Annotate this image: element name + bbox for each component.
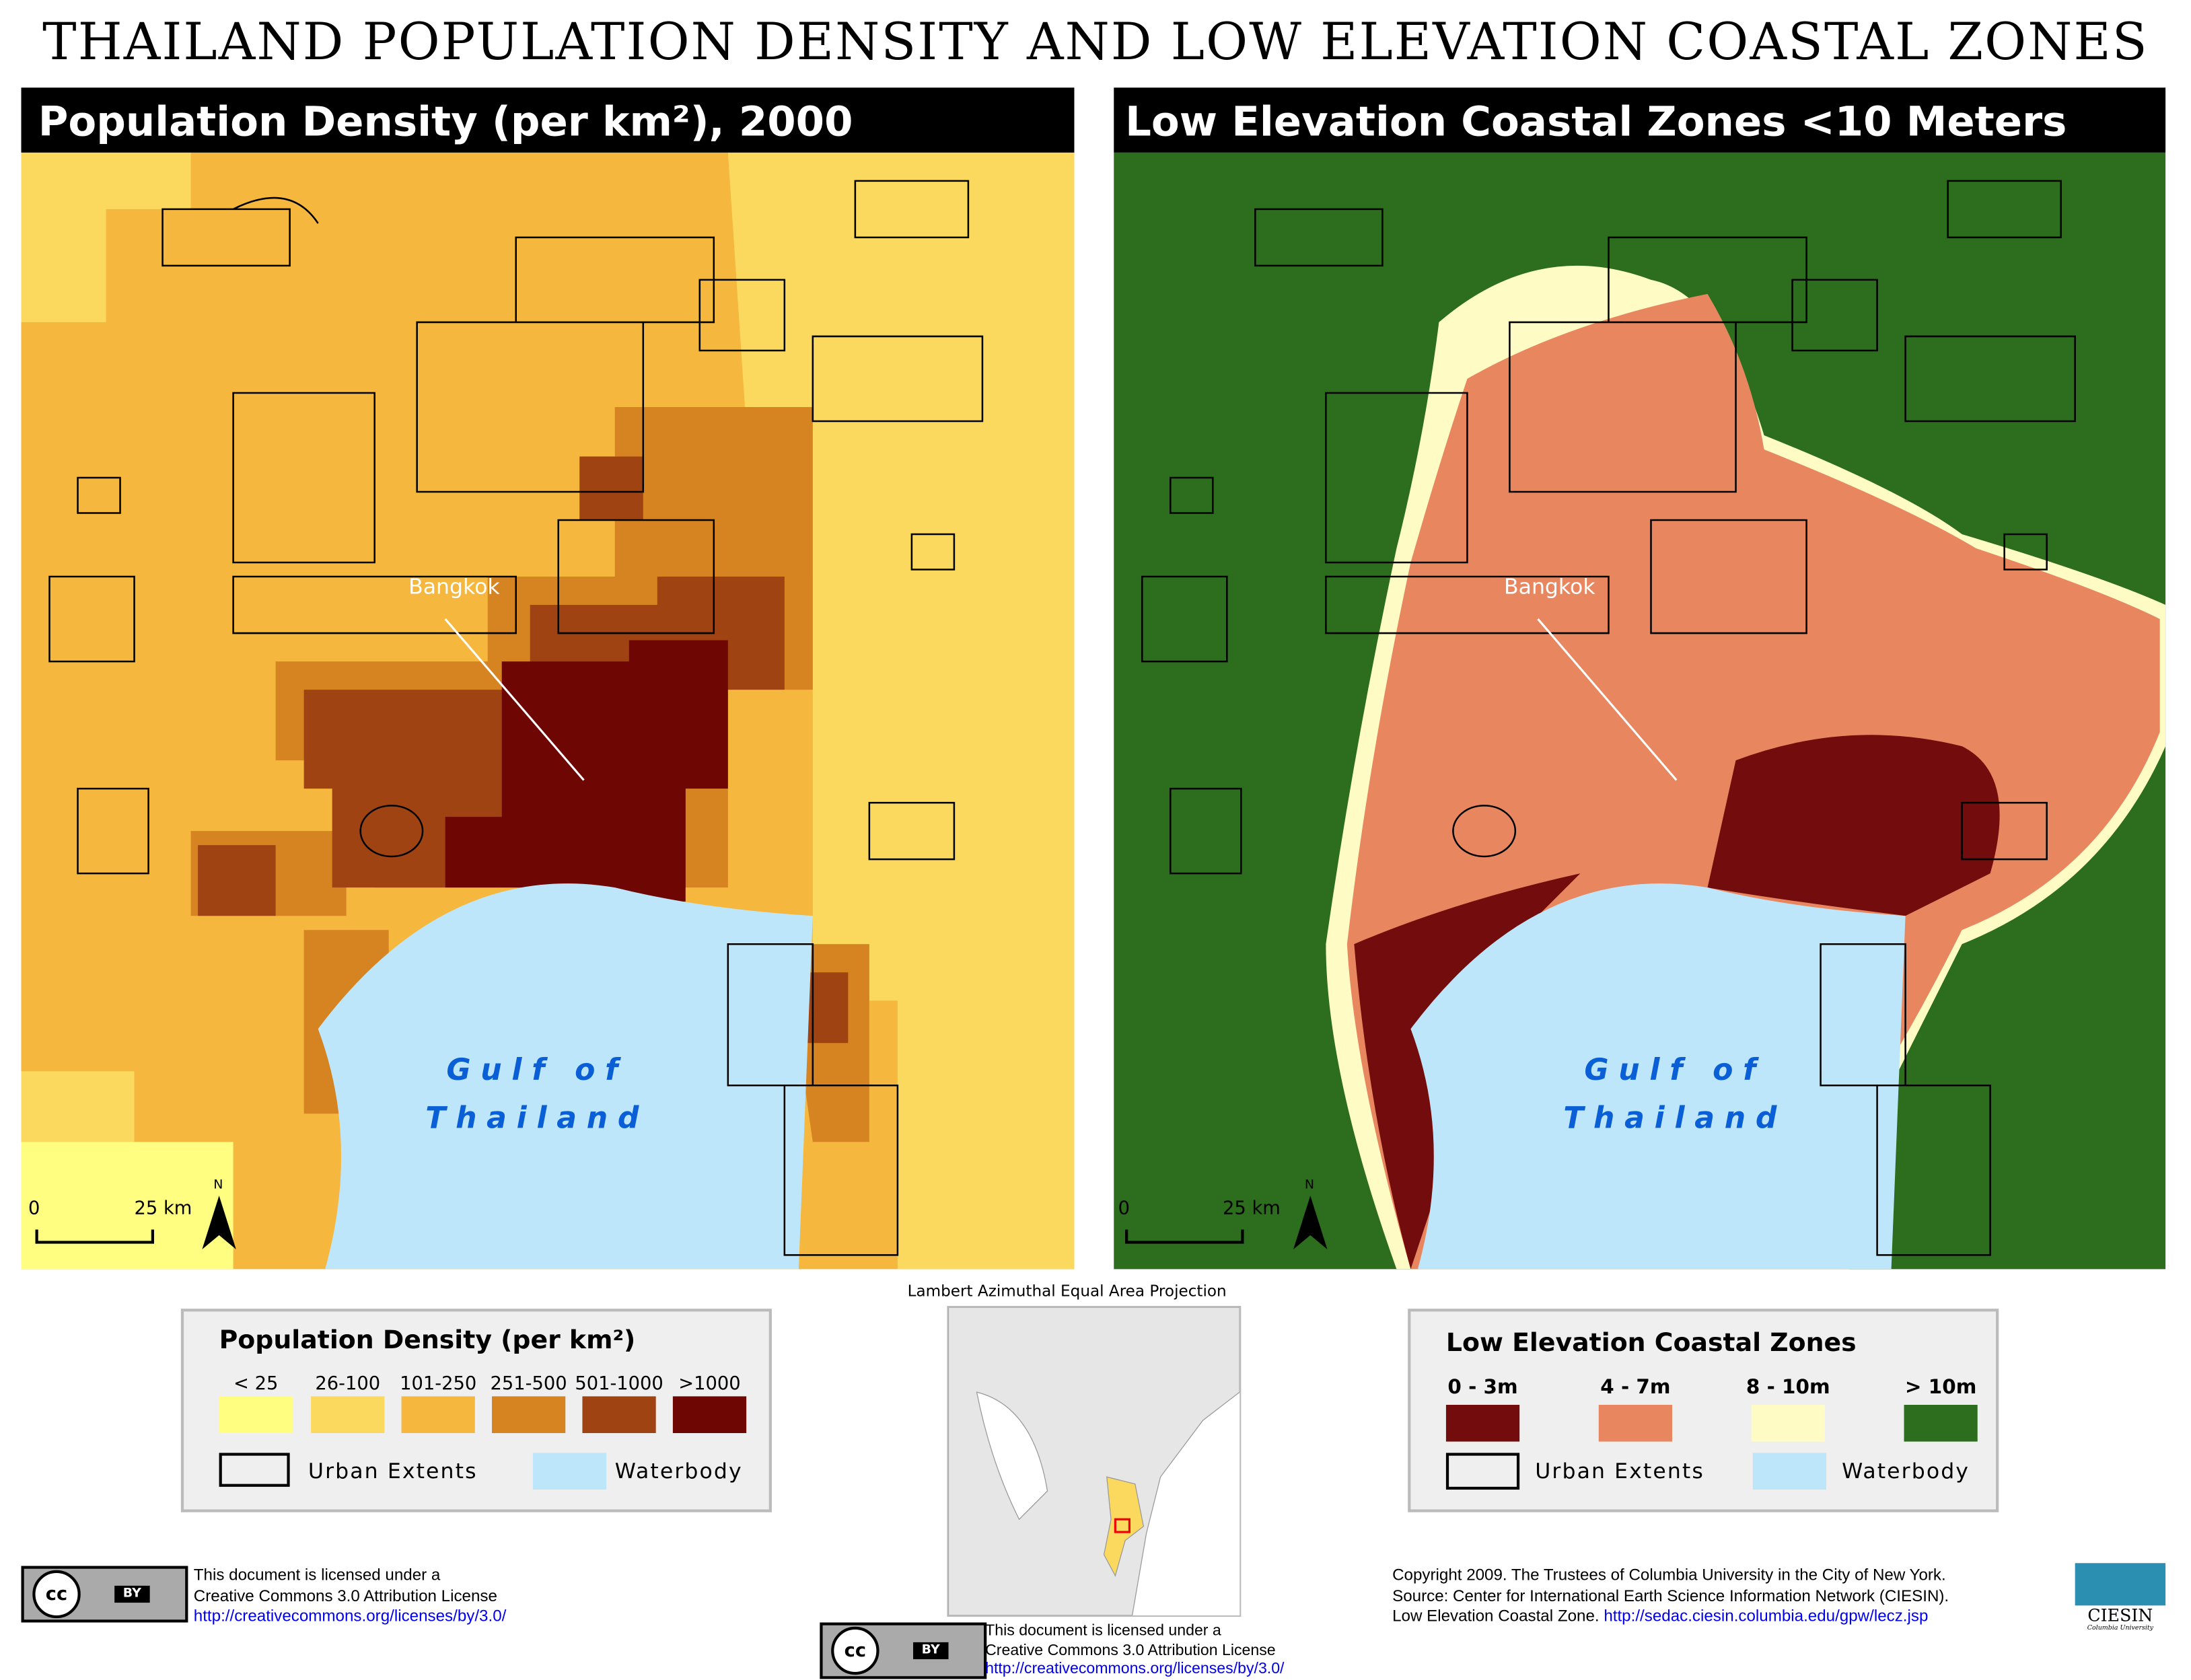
right-map-header: Low Elevation Coastal Zones <10 Meters (1114, 87, 2166, 153)
license-line2: Creative Commons 3.0 Attribution License (193, 1588, 497, 1605)
legend-class-label: 26-100 (315, 1373, 381, 1395)
legend-class-label: 4 - 7m (1600, 1376, 1671, 1399)
waterbody-label: Waterbody (614, 1458, 743, 1484)
gulf-label: Gulf of Thailand (403, 1046, 672, 1142)
legend-class-swatch (1445, 1404, 1520, 1442)
legend-class-label: 0 - 3m (1447, 1376, 1518, 1399)
by-icon: BY (912, 1642, 949, 1660)
lecz-map[interactable]: Bangkok Gulf of Thailand 0 25 km N (1114, 152, 2166, 1270)
by-icon: BY (114, 1585, 150, 1603)
license-text: This document is licensed under a Creati… (194, 1566, 507, 1627)
logo-name: CIESIN (2087, 1605, 2153, 1626)
north-arrow-icon (1293, 1196, 1328, 1249)
gulf-label-line2: Thailand (1563, 1101, 1787, 1135)
gulf-label-line1: Gulf of (446, 1052, 628, 1087)
scale-bar (35, 1229, 154, 1244)
locator-inset-map (947, 1305, 1242, 1617)
scale-25km: 25 km (1223, 1198, 1281, 1220)
legend-class-swatch (311, 1396, 385, 1434)
waterbody-swatch (1752, 1453, 1826, 1490)
legend-class-swatch (672, 1396, 747, 1434)
logo-sub: Columbia University (2087, 1625, 2154, 1633)
city-label-bangkok: Bangkok (1504, 573, 1595, 599)
population-density-map[interactable]: Bangkok Gulf of Thailand 0 25 km N (21, 152, 1075, 1270)
legend-class-label: 8 - 10m (1746, 1376, 1830, 1399)
ciesin-logo: CIESIN Columbia University (2075, 1563, 2166, 1633)
legend-title: Population Density (per km²) (219, 1325, 636, 1356)
north-arrow-icon (202, 1196, 236, 1249)
cc-icon: cc (831, 1626, 879, 1675)
license-link[interactable]: http://creativecommons.org/licenses/by/3… (985, 1660, 1285, 1678)
credits: Copyright 2009. The Trustees of Columbia… (1392, 1566, 1949, 1627)
license-line1: This document is licensed under a (193, 1567, 441, 1584)
legend-class-swatch (1904, 1404, 1978, 1442)
urban-extents-swatch (1445, 1453, 1520, 1490)
cc-icon: cc (32, 1570, 81, 1619)
legend-class-label: < 25 (234, 1373, 279, 1395)
legend-class-label: > 10m (1904, 1376, 1977, 1399)
city-label-bangkok: Bangkok (408, 573, 500, 599)
legend-title: Low Elevation Coastal Zones (1445, 1328, 1857, 1358)
legend-class-swatch (219, 1396, 293, 1434)
population-legend: Population Density (per km²) Urban Exten… (180, 1309, 772, 1512)
scale-zero: 0 (28, 1198, 40, 1220)
legend-class-swatch (401, 1396, 475, 1434)
scale-bar (1125, 1229, 1244, 1244)
legend-class-label: 501-1000 (575, 1373, 663, 1395)
legend-class-swatch (1751, 1404, 1825, 1442)
scale-25km: 25 km (134, 1198, 192, 1220)
waterbody-swatch (532, 1453, 607, 1490)
legend-class-swatch (492, 1396, 566, 1434)
lecz-raster (1141, 180, 2166, 1270)
credits-dataset: Low Elevation Coastal Zone. (1392, 1608, 1600, 1626)
legend-class-label: 251-500 (490, 1373, 567, 1395)
lecz-legend: Low Elevation Coastal Zones Urban Extent… (1408, 1309, 1999, 1512)
legend-class-swatch (582, 1396, 656, 1434)
projection-label: Lambert Azimuthal Equal Area Projection (907, 1282, 1227, 1301)
urban-extents-label: Urban Extents (1535, 1458, 1704, 1484)
credits-copyright: Copyright 2009. The Trustees of Columbia… (1392, 1567, 1946, 1584)
license-line2: Creative Commons 3.0 Attribution License (985, 1641, 1276, 1659)
gulf-label-line1: Gulf of (1584, 1052, 1766, 1087)
left-map-header: Population Density (per km²), 2000 (21, 87, 1075, 153)
cc-by-badge[interactable]: cc BY (21, 1566, 188, 1623)
urban-extents-swatch (219, 1453, 290, 1487)
locator-map-graphic (947, 1307, 1240, 1616)
world-map-icon (2075, 1563, 2166, 1606)
poster-title: THAILAND POPULATION DENSITY AND LOW ELEV… (42, 14, 2149, 73)
gulf-label-line2: Thailand (425, 1101, 649, 1135)
urban-extents-label: Urban Extents (308, 1458, 478, 1484)
scale-zero: 0 (1118, 1198, 1130, 1220)
license-link[interactable]: http://creativecommons.org/licenses/by/3… (193, 1608, 507, 1626)
legend-class-label: >1000 (678, 1373, 741, 1395)
credits-source: Source: Center for International Earth S… (1392, 1588, 1949, 1605)
waterbody-label: Waterbody (1842, 1458, 1970, 1484)
legend-class-label: 101-250 (400, 1373, 477, 1395)
cc-by-badge[interactable]: cc BY (820, 1622, 987, 1679)
legend-class-swatch (1598, 1404, 1673, 1442)
license-text: This document is licensed under a Creati… (985, 1622, 1284, 1679)
gulf-label: Gulf of Thailand (1541, 1046, 1809, 1142)
credits-link[interactable]: http://sedac.ciesin.columbia.edu/gpw/lec… (1604, 1608, 1929, 1626)
license-line1: This document is licensed under a (985, 1622, 1221, 1640)
north-label: N (1304, 1178, 1314, 1193)
north-label: N (213, 1178, 223, 1193)
population-density-raster (21, 152, 1075, 1270)
